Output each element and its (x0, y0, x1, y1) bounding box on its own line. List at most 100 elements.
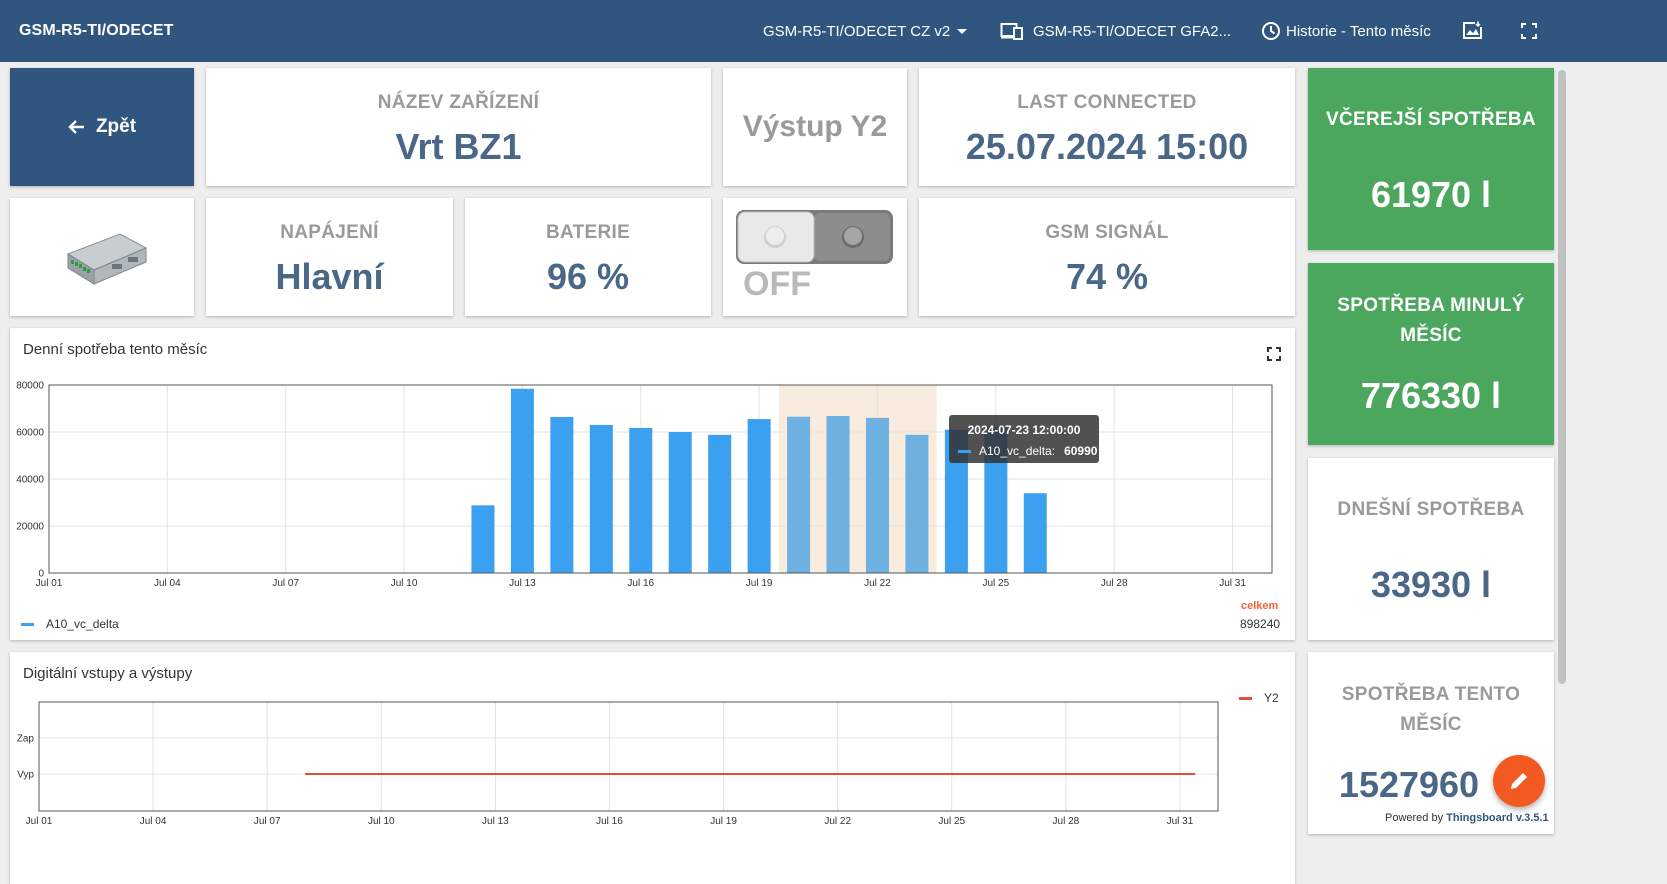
back-button[interactable]: Zpět (10, 68, 194, 186)
history-label: Historie - Tento měsíc (1286, 22, 1431, 40)
daily-chart-plot[interactable]: 0 20000 40000 60000 80000 Jul 01 Jul 04 Jul 07 J… (0, 370, 1290, 640)
device-image (66, 233, 148, 285)
bar (668, 432, 692, 573)
daily-chart-title: Denní spotřeba tento měsíc (23, 341, 208, 358)
this-month-value: 1527960 (1338, 764, 1480, 805)
last-month-card: SPOTŘEBA MINULÝ MĚSÍC 776330 l (1308, 263, 1554, 445)
x-tick-label: Jul 01 (26, 816, 53, 827)
x-tick-label: Jul 13 (482, 816, 509, 827)
device-select-label: GSM-R5-TI/ODECET GFA2... (1033, 22, 1232, 40)
daily-chart-card: Denní spotřeba tento měsíc A10_vc_delta … (10, 328, 1295, 640)
bar (589, 424, 613, 573)
today-value: 33930 l (1370, 564, 1492, 605)
device-name-card: NÁZEV ZAŘÍZENÍ Vrt BZ1 (206, 68, 711, 186)
y-tick-label: 20000 (16, 522, 44, 533)
switch-card: OFF (723, 198, 907, 316)
last-connected-value: 25.07.2024 15:00 (965, 126, 1249, 167)
bar (708, 434, 732, 573)
x-tick-label: Jul 07 (254, 816, 281, 827)
digital-legend-label: Y2 (1264, 691, 1279, 705)
digital-chart-plot[interactable]: Zap Vyp Jul 01 Jul 04 Jul 07 Jul 10 Jul 13 Jul … (0, 694, 1290, 884)
x-tick-label: Jul 10 (391, 578, 418, 589)
battery-value: 96 % (546, 256, 630, 297)
daily-legend-label: A10_vc_delta (46, 617, 119, 631)
chart-fullscreen-icon[interactable] (1267, 347, 1281, 361)
device-image-card (10, 198, 194, 316)
bar (510, 388, 534, 573)
dashboard-select-label: GSM-R5-TI/ODECET CZ v2 (763, 22, 951, 40)
x-tick-label: Jul 22 (824, 816, 851, 827)
edit-fab-button[interactable] (1493, 755, 1545, 807)
arrow-left-icon (68, 120, 84, 134)
scrollbar-track[interactable] (1557, 62, 1567, 884)
bar (629, 428, 653, 573)
tooltip-series: A10_vc_delta: (979, 444, 1056, 458)
x-tick-label: Jul 31 (1219, 578, 1246, 589)
last-connected-label: LAST CONNECTED (1017, 92, 1197, 113)
last-month-value: 776330 l (1360, 375, 1502, 416)
bar (471, 505, 495, 573)
last-connected-card: LAST CONNECTED 25.07.2024 15:00 (919, 68, 1295, 186)
legend-swatch (21, 622, 34, 626)
bar (1023, 493, 1047, 573)
switch-state-label: OFF (743, 265, 811, 303)
y-tick-label: Zap (17, 734, 35, 745)
x-tick-label: Jul 01 (36, 578, 63, 589)
dashboard-select[interactable]: GSM-R5-TI/ODECET CZ v2 (763, 0, 972, 62)
export-button[interactable] (1462, 0, 1484, 62)
power-value: Hlavní (275, 256, 384, 297)
pencil-icon (1511, 773, 1527, 789)
x-tick-label: Jul 07 (272, 578, 299, 589)
output-toggle-switch[interactable] (735, 208, 895, 266)
tooltip-value: 60990 (1064, 444, 1098, 458)
output-title: Výstup Y2 (742, 110, 888, 143)
devices-icon (1000, 23, 1023, 40)
bar (984, 427, 1008, 573)
powered-by-brand[interactable]: Thingsboard v.3.5.1 (1446, 812, 1549, 824)
digital-chart-legend[interactable]: Y2 (1239, 691, 1279, 705)
fullscreen-button[interactable] (1520, 0, 1538, 62)
yesterday-value: 61970 l (1370, 174, 1492, 215)
powered-by: Powered by Thingsboard v.3.5.1 (1385, 812, 1549, 824)
daily-chart-legend[interactable]: A10_vc_delta (21, 617, 119, 631)
total-value: 898240 (1240, 617, 1281, 631)
x-tick-label: Jul 19 (746, 578, 773, 589)
image-export-icon (1463, 21, 1482, 39)
x-tick-label: Jul 16 (596, 816, 623, 827)
legend-swatch (1239, 696, 1252, 700)
last-month-label-1: SPOTŘEBA MINULÝ (1337, 295, 1525, 316)
output-title-card: Výstup Y2 (723, 68, 907, 186)
x-tick-label: Jul 25 (982, 578, 1009, 589)
plot-frame (38, 701, 1219, 812)
device-name-label: NÁZEV ZAŘÍZENÍ (377, 92, 540, 113)
top-bar: GSM-R5-TI/ODECET GSM-R5-TI/ODECET CZ v2 … (0, 0, 1667, 62)
bar (944, 429, 968, 573)
chart-tooltip: 2024-07-23 12:00:00 A10_vc_delta: 60990 (949, 415, 1099, 463)
this-month-label-1: SPOTŘEBA TENTO (1341, 684, 1521, 705)
bar (550, 416, 574, 573)
digital-chart-card: Digitální vstupy a výstupy Y2 (10, 652, 1295, 884)
x-tick-label: Jul 28 (1053, 816, 1080, 827)
gsm-card: GSM SIGNÁL 74 % (919, 198, 1295, 316)
clock-icon (1262, 22, 1280, 40)
bar (905, 434, 929, 573)
y-tick-label: 80000 (16, 381, 44, 392)
digital-chart-title: Digitální vstupy a výstupy (23, 665, 193, 682)
battery-label: BATERIE (545, 222, 631, 243)
tooltip-row: A10_vc_delta: 60990 (958, 444, 1097, 458)
device-name-value: Vrt BZ1 (395, 126, 522, 167)
power-card: NAPÁJENÍ Hlavní (206, 198, 453, 316)
device-select[interactable]: GSM-R5-TI/ODECET GFA2... (1000, 0, 1231, 62)
history-button[interactable]: Historie - Tento měsíc (1261, 0, 1431, 62)
scrollbar-thumb[interactable] (1558, 70, 1566, 684)
dashboard-title: GSM-R5-TI/ODECET (19, 22, 174, 39)
x-tick-label: Jul 10 (368, 816, 395, 827)
x-tick-label: Jul 22 (864, 578, 891, 589)
total-label: celkem (1241, 600, 1279, 612)
yesterday-label: VČEREJŠÍ SPOTŘEBA (1326, 109, 1536, 130)
bar (865, 417, 889, 573)
yesterday-card: VČEREJŠÍ SPOTŘEBA 61970 l (1308, 68, 1554, 250)
x-tick-label: Jul 04 (154, 578, 181, 589)
bar (826, 416, 850, 573)
x-tick-label: Jul 04 (140, 816, 167, 827)
